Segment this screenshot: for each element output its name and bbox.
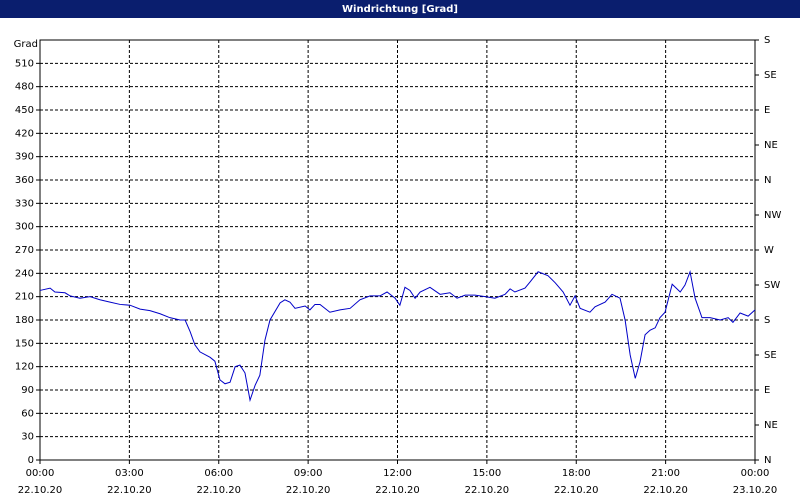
y2-tick-label: S (764, 35, 770, 46)
title-bar (0, 0, 800, 18)
y-tick-label: 210 (15, 292, 34, 303)
plot-frame (39, 39, 756, 461)
x-tick-label: 00:00 (26, 468, 55, 479)
y-tick-label: 180 (15, 315, 34, 326)
y-tick-label: 480 (15, 82, 34, 93)
y2-tick-label: NW (764, 210, 781, 221)
y-tick-label: 270 (15, 245, 34, 256)
y-tick-label: 150 (15, 338, 34, 349)
x-tick-date: 22.10.20 (375, 485, 420, 496)
y-tick-label: 60 (21, 408, 34, 419)
y-tick-label: 420 (15, 128, 34, 139)
y-tick-label: 330 (15, 198, 34, 209)
x-tick-date: 22.10.20 (107, 485, 152, 496)
x-tick-label: 06:00 (204, 468, 233, 479)
y-tick-label: 30 (21, 432, 34, 443)
x-tick-date: 22.10.20 (18, 485, 63, 496)
x-tick-label: 21:00 (651, 468, 680, 479)
x-tick-label: 09:00 (294, 468, 323, 479)
chart-title: Windrichtung [Grad] (342, 4, 458, 15)
x-tick-date: 22.10.20 (643, 485, 688, 496)
y2-tick-label: NE (764, 140, 778, 151)
x-tick-date: 22.10.20 (286, 485, 331, 496)
y-tick-label: 300 (15, 222, 34, 233)
y2-tick-label: N (764, 175, 771, 186)
y-tick-label: 390 (15, 152, 34, 163)
x-tick-date: 22.10.20 (554, 485, 599, 496)
y-tick-label: 450 (15, 105, 34, 116)
y-tick-label: 240 (15, 268, 34, 279)
y-axis-label: Grad (14, 39, 38, 50)
x-tick-label: 12:00 (383, 468, 412, 479)
x-tick-date: 22.10.20 (196, 485, 241, 496)
y-tick-label: 120 (15, 362, 34, 373)
x-tick-date: 23.10.20 (733, 485, 778, 496)
x-tick-label: 03:00 (115, 468, 144, 479)
y2-tick-label: E (764, 385, 770, 396)
y2-tick-label: E (764, 105, 770, 116)
y2-tick-label: SW (764, 280, 780, 291)
y2-tick-label: S (764, 315, 770, 326)
y2-tick-label: NE (764, 420, 778, 431)
y-tick-label: 360 (15, 175, 34, 186)
x-tick-date: 22.10.20 (465, 485, 510, 496)
y-tick-label: 0 (28, 455, 34, 466)
x-tick-label: 18:00 (562, 468, 591, 479)
data-line (39, 269, 756, 403)
y-tick-label: 90 (21, 385, 34, 396)
x-tick-label: 00:00 (741, 468, 770, 479)
y2-tick-label: SE (764, 350, 777, 361)
y2-tick-label: SE (764, 70, 777, 81)
y-tick-label: 510 (15, 58, 34, 69)
x-tick-label: 15:00 (472, 468, 501, 479)
y2-tick-label: W (764, 245, 774, 256)
y2-tick-label: N (764, 455, 771, 466)
